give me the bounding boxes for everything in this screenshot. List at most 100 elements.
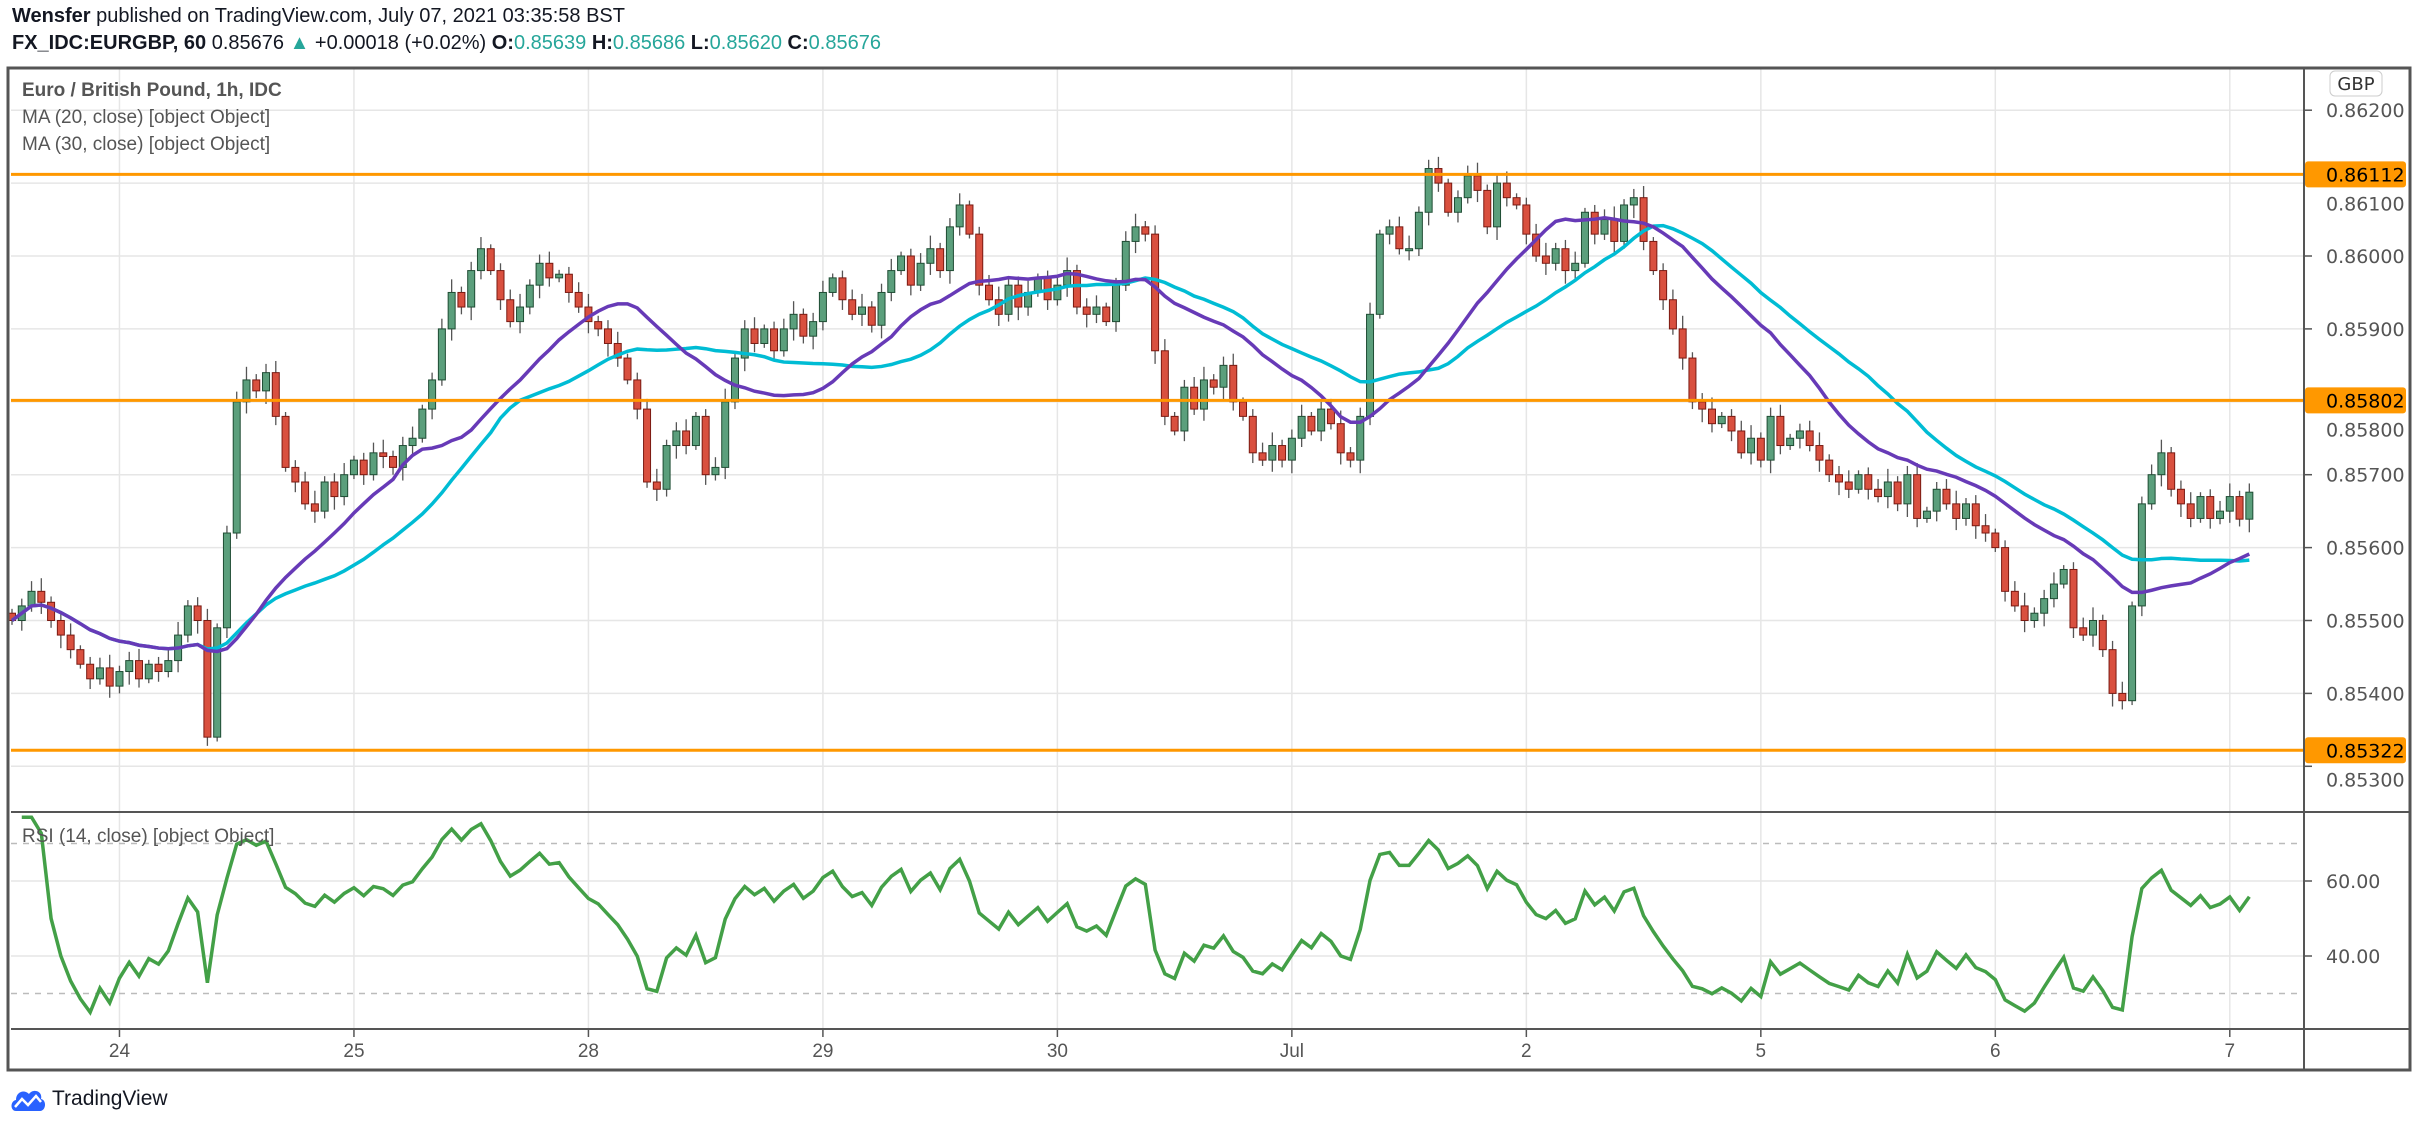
- candle-body-up: [2147, 474, 2156, 505]
- candle-body-down: [1502, 182, 1511, 199]
- candle: [467, 261, 476, 321]
- candle-body-down: [1209, 379, 1218, 388]
- candle: [926, 235, 935, 275]
- candle-body-down: [1981, 525, 1990, 534]
- candle-body-up: [1551, 248, 1560, 264]
- candle-body-up: [1180, 386, 1189, 432]
- price-label: 0.86000: [2326, 246, 2405, 268]
- rsi-legend[interactable]: RSI (14, close) [object Object]: [22, 826, 275, 847]
- candle: [1131, 213, 1140, 254]
- low-value: 0.85620: [709, 32, 782, 54]
- candle-body-down: [154, 663, 163, 673]
- candle-body-down: [1776, 415, 1785, 447]
- candle-body-down: [1864, 474, 1873, 490]
- candle-body-down: [1971, 503, 1980, 527]
- candle: [1170, 412, 1179, 436]
- candle-body-down: [1473, 175, 1482, 191]
- candle: [486, 244, 495, 275]
- candle: [1180, 379, 1189, 442]
- candle: [1991, 528, 2000, 552]
- high-label: H:: [591, 32, 613, 54]
- candle: [1805, 420, 1814, 452]
- candle-body-up: [1463, 175, 1472, 199]
- candle-body-up: [730, 357, 739, 403]
- candle-body-up: [1268, 445, 1277, 461]
- candle-body-up: [721, 401, 730, 468]
- candle-body-down: [330, 481, 339, 498]
- candle-body-up: [476, 248, 485, 272]
- candle-body-up: [691, 415, 700, 447]
- candle: [2098, 614, 2107, 657]
- candle-body-down: [1815, 445, 1824, 461]
- candle: [2235, 490, 2244, 527]
- candle-body-down: [271, 372, 280, 417]
- ma20-legend[interactable]: MA (20, close) [object Object]: [22, 107, 271, 128]
- candle-body-up: [711, 466, 720, 476]
- candle: [125, 651, 134, 685]
- candle: [1913, 463, 1922, 528]
- ma30-line: [10, 223, 2250, 651]
- price-label: 0.85300: [2326, 769, 2405, 791]
- candle: [359, 452, 368, 485]
- candle-body-down: [389, 455, 398, 468]
- candle-body-down: [1278, 445, 1287, 461]
- price-label: 0.85800: [2326, 419, 2405, 441]
- candle-body-up: [1747, 437, 1756, 454]
- candle: [2118, 681, 2127, 710]
- time-label: 6: [1990, 1041, 2001, 1062]
- candle: [349, 455, 358, 480]
- level-price-label: 0.85322: [2326, 740, 2405, 762]
- candle-body-up: [1600, 219, 1609, 235]
- candle: [2196, 492, 2205, 523]
- candle: [1072, 264, 1081, 315]
- candle-body-down: [1639, 197, 1648, 242]
- open-label: O:: [491, 32, 514, 54]
- candle: [1971, 495, 1980, 539]
- candle: [662, 439, 671, 497]
- candle-body-up: [1121, 240, 1130, 286]
- time-label: 2: [1521, 1041, 1532, 1062]
- ma30-legend[interactable]: MA (30, close) [object Object]: [22, 134, 271, 155]
- price-label: 0.85500: [2326, 611, 2405, 633]
- candle-body-down: [564, 273, 573, 293]
- candle: [1590, 204, 1599, 245]
- candle-body-down: [1834, 474, 1843, 483]
- candle-body-up: [447, 291, 456, 330]
- candle-body-down: [1893, 481, 1902, 505]
- candle-body-up: [340, 474, 349, 498]
- candle: [643, 398, 652, 488]
- candle-body-up: [1053, 284, 1062, 301]
- candle: [2245, 483, 2254, 533]
- candle-body-up: [1219, 364, 1228, 388]
- time-label: 7: [2225, 1041, 2236, 1062]
- candle: [721, 388, 730, 480]
- candle-body-down: [56, 620, 65, 636]
- candle-body-down: [359, 459, 368, 476]
- candle: [222, 525, 231, 638]
- candle: [1248, 409, 1257, 464]
- candle-body-down: [1756, 437, 1765, 461]
- candle-body-up: [437, 328, 446, 381]
- candle-body-up: [740, 328, 749, 359]
- candle-body-up: [2089, 620, 2098, 636]
- candle-body-up: [320, 481, 329, 512]
- candle-body-down: [838, 277, 847, 301]
- candle-body-down: [1952, 503, 1961, 519]
- tradingview-logo[interactable]: TradingView: [10, 1086, 168, 1112]
- candle: [1317, 401, 1326, 442]
- time-label: Jul: [1280, 1041, 1304, 1062]
- candle: [1258, 442, 1267, 466]
- candle: [291, 460, 300, 493]
- candle: [1493, 174, 1502, 240]
- candle: [1190, 377, 1199, 415]
- candle-body-up: [242, 379, 251, 403]
- candle-body-down: [1541, 255, 1550, 264]
- candle: [955, 193, 964, 236]
- candle: [1903, 465, 1912, 517]
- candle-body-down: [1649, 240, 1658, 272]
- candle-body-up: [2049, 583, 2058, 600]
- author[interactable]: Wensfer: [12, 5, 91, 27]
- candle: [701, 409, 710, 485]
- candle: [652, 468, 661, 501]
